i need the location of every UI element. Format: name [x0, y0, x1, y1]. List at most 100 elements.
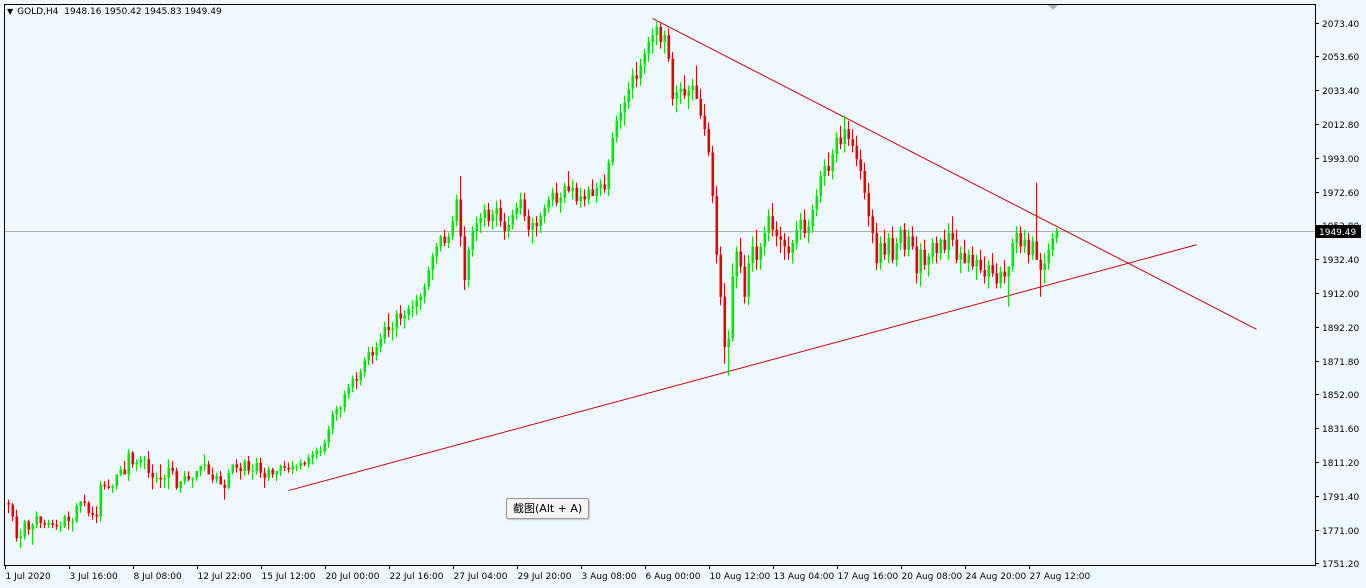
bull-candle-body	[1023, 239, 1027, 247]
last-price-label: 1949.49	[1319, 228, 1356, 238]
candle	[855, 135, 859, 166]
candle	[643, 48, 647, 74]
y-tick-label: 2012.80	[1322, 121, 1359, 131]
bull-candle-body	[31, 524, 35, 530]
candle	[159, 464, 163, 488]
candle	[447, 233, 451, 249]
candle	[471, 226, 475, 257]
candle	[111, 484, 115, 493]
candle	[735, 246, 739, 289]
x-tick-label: 20 Aug 08:00	[902, 572, 963, 582]
candle	[719, 246, 723, 306]
y-tick-label: 2073.40	[1322, 20, 1359, 30]
candle	[955, 229, 959, 264]
candle	[567, 170, 571, 193]
bull-candle-body	[947, 233, 951, 250]
bull-candle-body	[363, 360, 367, 373]
candle	[311, 450, 315, 465]
candle	[707, 122, 711, 156]
candle	[331, 410, 335, 435]
candle	[755, 229, 759, 270]
bull-candle-body	[311, 454, 315, 458]
candle	[787, 236, 791, 260]
bear-candle-body	[935, 243, 939, 254]
bull-candle-body	[439, 236, 443, 247]
bull-candle-body	[563, 186, 567, 198]
candle	[551, 187, 555, 207]
candle	[87, 501, 91, 517]
bear-candle-body	[1027, 239, 1031, 255]
candle	[475, 216, 479, 242]
candle	[367, 347, 371, 366]
bull-candle-body	[183, 476, 187, 482]
candle	[147, 450, 151, 478]
bear-candle-body	[1039, 259, 1043, 270]
candle	[831, 149, 835, 180]
bear-candle-body	[891, 238, 895, 260]
trendline-descending-resistance[interactable]	[652, 17, 1257, 330]
trendline-ascending-support[interactable]	[288, 244, 1197, 492]
bear-candle-body	[235, 464, 239, 468]
candle	[1039, 253, 1043, 297]
candle	[691, 78, 695, 101]
bull-candle-body	[1011, 243, 1015, 267]
candle	[987, 259, 991, 289]
candle	[443, 229, 447, 247]
bear-candle-body	[635, 75, 639, 79]
bear-candle-body	[783, 239, 787, 247]
bear-candle-body	[863, 170, 867, 193]
candle	[835, 132, 839, 163]
candle	[343, 390, 347, 413]
bull-candle-body	[243, 461, 247, 472]
candle	[931, 238, 935, 264]
x-tick-label: 24 Aug 20:00	[966, 572, 1027, 582]
dropdown-arrow-icon[interactable]: ▼	[7, 7, 14, 16]
bear-candle-body	[723, 296, 727, 348]
candle	[579, 187, 583, 208]
bear-candle-body	[151, 472, 155, 478]
bear-candle-body	[239, 467, 243, 472]
candle	[131, 450, 135, 468]
bear-candle-body	[963, 253, 967, 264]
bull-candle-body	[383, 326, 387, 339]
candle	[823, 159, 827, 187]
bull-candle-body	[267, 469, 271, 478]
bear-candle-body	[459, 199, 463, 237]
candle	[463, 226, 467, 291]
bull-candle-body	[179, 481, 183, 488]
candle	[167, 459, 171, 490]
candle	[1043, 253, 1047, 284]
candle	[83, 494, 87, 507]
bull-candle-body	[791, 243, 795, 254]
candle	[827, 152, 831, 177]
bull-candle-body	[407, 308, 411, 316]
bull-candle-body	[551, 192, 555, 200]
bull-candle-body	[335, 409, 339, 415]
bear-candle-body	[123, 469, 127, 475]
bull-candle-body	[79, 501, 83, 507]
candle	[39, 516, 43, 529]
candle	[263, 467, 267, 488]
candle	[275, 471, 279, 482]
bear-candle-body	[7, 502, 11, 505]
candle	[559, 192, 563, 213]
bull-candle-body	[819, 176, 823, 197]
bull-candle-body	[571, 187, 575, 192]
y-tick-label: 1751.20	[1322, 560, 1359, 570]
bear-candle-body	[443, 236, 447, 244]
bear-candle-body	[263, 472, 267, 478]
candle	[227, 469, 231, 490]
candle	[479, 212, 483, 234]
bull-candle-body	[879, 243, 883, 264]
candle	[519, 192, 523, 215]
bear-candle-body	[883, 243, 887, 255]
candle	[439, 234, 443, 252]
candle	[363, 357, 367, 378]
bull-candle-body	[795, 229, 799, 244]
bear-candle-body	[399, 313, 403, 319]
candle	[667, 28, 671, 63]
bull-candle-body	[759, 246, 763, 260]
candle	[19, 529, 23, 549]
candle	[179, 481, 183, 493]
